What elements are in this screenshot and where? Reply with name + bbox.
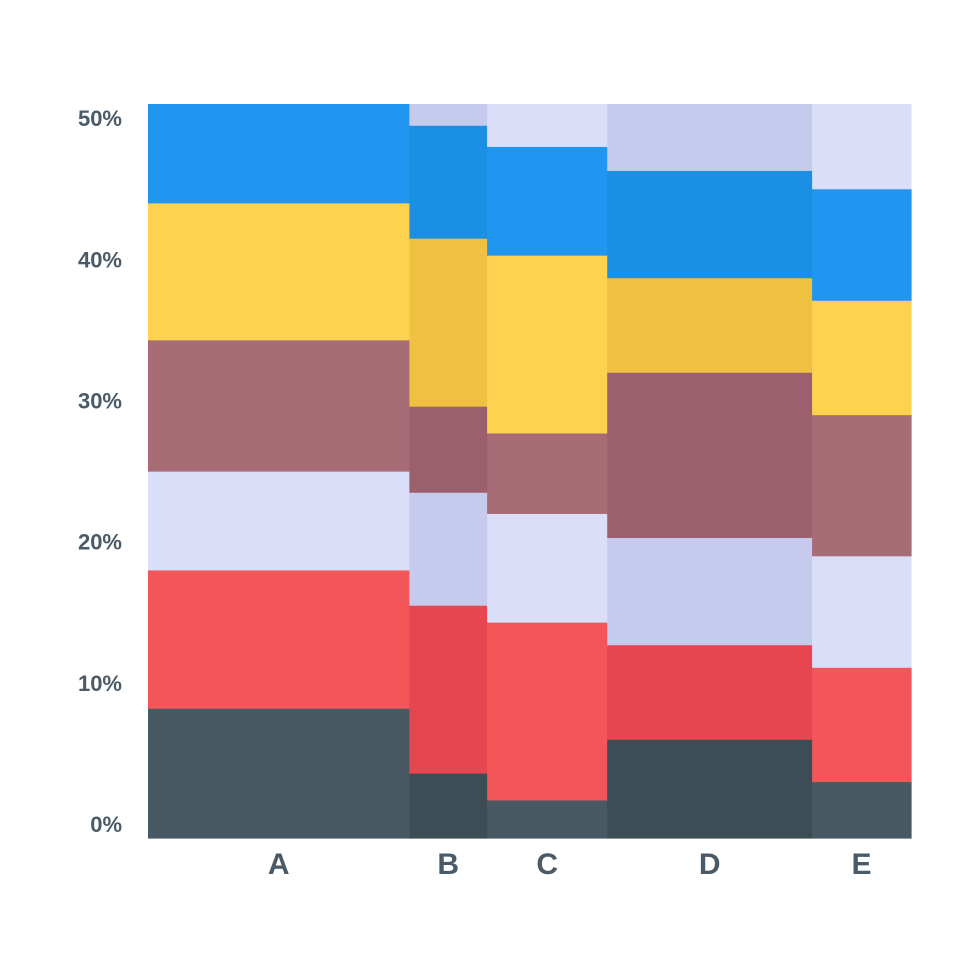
x-tick-label: C bbox=[536, 848, 558, 881]
bar-segment-b-7 bbox=[409, 104, 488, 126]
column-a bbox=[148, 104, 410, 839]
bar-segment-e-6 bbox=[812, 188, 912, 301]
bar-segment-a-5 bbox=[148, 202, 410, 341]
bar-segment-e-3 bbox=[812, 555, 912, 668]
bar-segment-a-3 bbox=[148, 471, 410, 571]
column-d bbox=[607, 104, 813, 839]
bar-segment-e-5 bbox=[812, 300, 912, 416]
x-tick-label: B bbox=[437, 848, 459, 881]
y-tick-label: 40% bbox=[78, 247, 122, 272]
bar-segment-e-4 bbox=[812, 414, 912, 557]
bar-segment-b-6 bbox=[409, 125, 488, 239]
bar-segment-b-1 bbox=[409, 773, 488, 839]
bar-segment-c-2 bbox=[487, 622, 608, 801]
bar-segment-c-7 bbox=[487, 104, 608, 147]
y-tick-label: 30% bbox=[78, 389, 122, 414]
x-axis: A B C D E bbox=[268, 848, 872, 881]
y-tick-label: 0% bbox=[90, 812, 122, 837]
x-tick-label: A bbox=[268, 848, 290, 881]
bar-segment-a-2 bbox=[148, 569, 410, 709]
bar-segment-d-1 bbox=[607, 739, 813, 839]
column-e bbox=[812, 104, 912, 839]
bar-segment-b-5 bbox=[409, 238, 488, 407]
bar-segment-b-4 bbox=[409, 406, 488, 493]
x-tick-label: E bbox=[852, 848, 872, 881]
column-b bbox=[409, 104, 488, 839]
plot-area bbox=[148, 104, 912, 839]
bar-segment-a-4 bbox=[148, 339, 410, 472]
y-tick-label: 20% bbox=[78, 530, 122, 555]
bar-segment-e-1 bbox=[812, 781, 912, 839]
bar-segment-e-7 bbox=[812, 104, 912, 190]
bar-segment-c-6 bbox=[487, 146, 608, 256]
bar-segment-c-5 bbox=[487, 255, 608, 434]
y-axis: 0% 10% 20% 30% 40% 50% bbox=[78, 106, 122, 837]
bar-segment-d-4 bbox=[607, 372, 813, 538]
x-tick-label: D bbox=[699, 848, 721, 881]
column-c bbox=[487, 104, 608, 839]
bar-segment-c-3 bbox=[487, 513, 608, 623]
bar-segment-d-3 bbox=[607, 537, 813, 646]
y-tick-label: 10% bbox=[78, 671, 122, 696]
bar-segment-c-4 bbox=[487, 432, 608, 514]
bar-segment-a-6 bbox=[148, 104, 410, 204]
bar-segment-d-5 bbox=[607, 277, 813, 373]
bar-segment-d-6 bbox=[607, 170, 813, 279]
bar-segment-d-7 bbox=[607, 104, 813, 171]
bar-segment-e-2 bbox=[812, 667, 912, 783]
bar-segment-c-1 bbox=[487, 799, 608, 839]
bar-segment-b-2 bbox=[409, 605, 488, 774]
bar-segment-a-1 bbox=[148, 708, 410, 839]
y-tick-label: 50% bbox=[78, 106, 122, 131]
bar-segment-b-3 bbox=[409, 492, 488, 606]
bar-segment-d-2 bbox=[607, 644, 813, 740]
